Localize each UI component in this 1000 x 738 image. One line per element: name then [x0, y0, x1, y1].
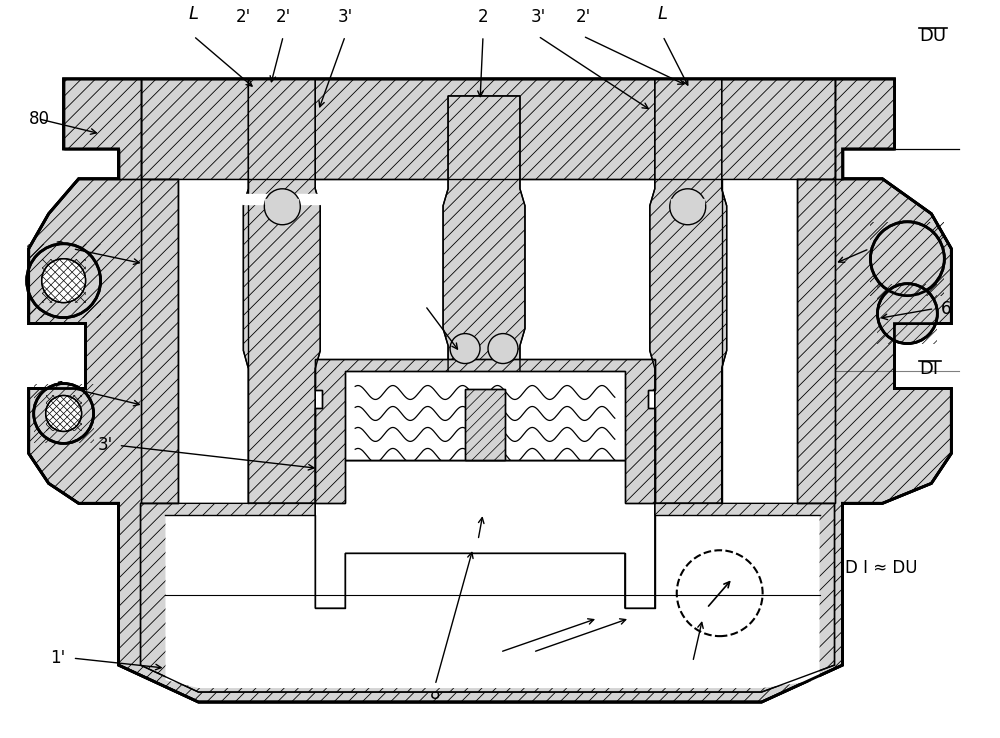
Polygon shape: [520, 189, 655, 388]
Polygon shape: [315, 359, 655, 503]
Text: 2': 2': [575, 8, 591, 26]
Text: L: L: [188, 5, 198, 23]
Polygon shape: [178, 179, 248, 503]
Text: 2': 2': [276, 8, 291, 26]
Text: 3: 3: [55, 240, 66, 258]
Polygon shape: [345, 370, 625, 461]
Circle shape: [27, 244, 101, 317]
Polygon shape: [443, 96, 525, 388]
Text: DU: DU: [919, 27, 947, 45]
Text: 1': 1': [50, 649, 66, 667]
Text: 3': 3': [530, 8, 546, 26]
Circle shape: [450, 334, 480, 364]
Text: 3': 3': [97, 436, 113, 455]
Text: 3: 3: [877, 240, 888, 258]
Polygon shape: [835, 79, 894, 179]
Circle shape: [870, 221, 944, 296]
Circle shape: [42, 259, 86, 303]
Polygon shape: [141, 79, 835, 179]
Text: 1: 1: [55, 379, 66, 398]
Polygon shape: [465, 388, 505, 461]
Circle shape: [34, 384, 94, 444]
Polygon shape: [265, 199, 298, 204]
Polygon shape: [243, 79, 320, 503]
Text: 80: 80: [29, 110, 50, 128]
Circle shape: [488, 334, 518, 364]
Polygon shape: [315, 189, 448, 388]
Text: 6: 6: [941, 300, 952, 317]
Polygon shape: [29, 79, 951, 702]
Polygon shape: [141, 179, 835, 692]
Polygon shape: [722, 179, 797, 503]
Text: 2: 2: [478, 8, 488, 26]
Polygon shape: [243, 194, 320, 204]
Circle shape: [46, 396, 82, 432]
Text: 1": 1": [684, 662, 702, 680]
Polygon shape: [141, 503, 835, 692]
Text: DI: DI: [919, 359, 939, 378]
Text: 8: 8: [430, 685, 440, 703]
Polygon shape: [671, 199, 704, 204]
Text: 2': 2': [236, 8, 251, 26]
Circle shape: [877, 283, 937, 344]
Polygon shape: [797, 179, 835, 503]
Text: L: L: [658, 5, 668, 23]
Text: L: L: [418, 275, 428, 293]
Polygon shape: [64, 79, 141, 179]
Text: D I ≈ DU: D I ≈ DU: [845, 559, 917, 577]
Polygon shape: [141, 179, 178, 503]
Polygon shape: [650, 79, 727, 503]
Polygon shape: [165, 515, 820, 688]
Text: 3: 3: [473, 540, 483, 558]
Text: 3': 3': [338, 8, 353, 26]
Text: L: L: [528, 634, 538, 652]
Circle shape: [264, 189, 300, 225]
Circle shape: [670, 189, 706, 225]
